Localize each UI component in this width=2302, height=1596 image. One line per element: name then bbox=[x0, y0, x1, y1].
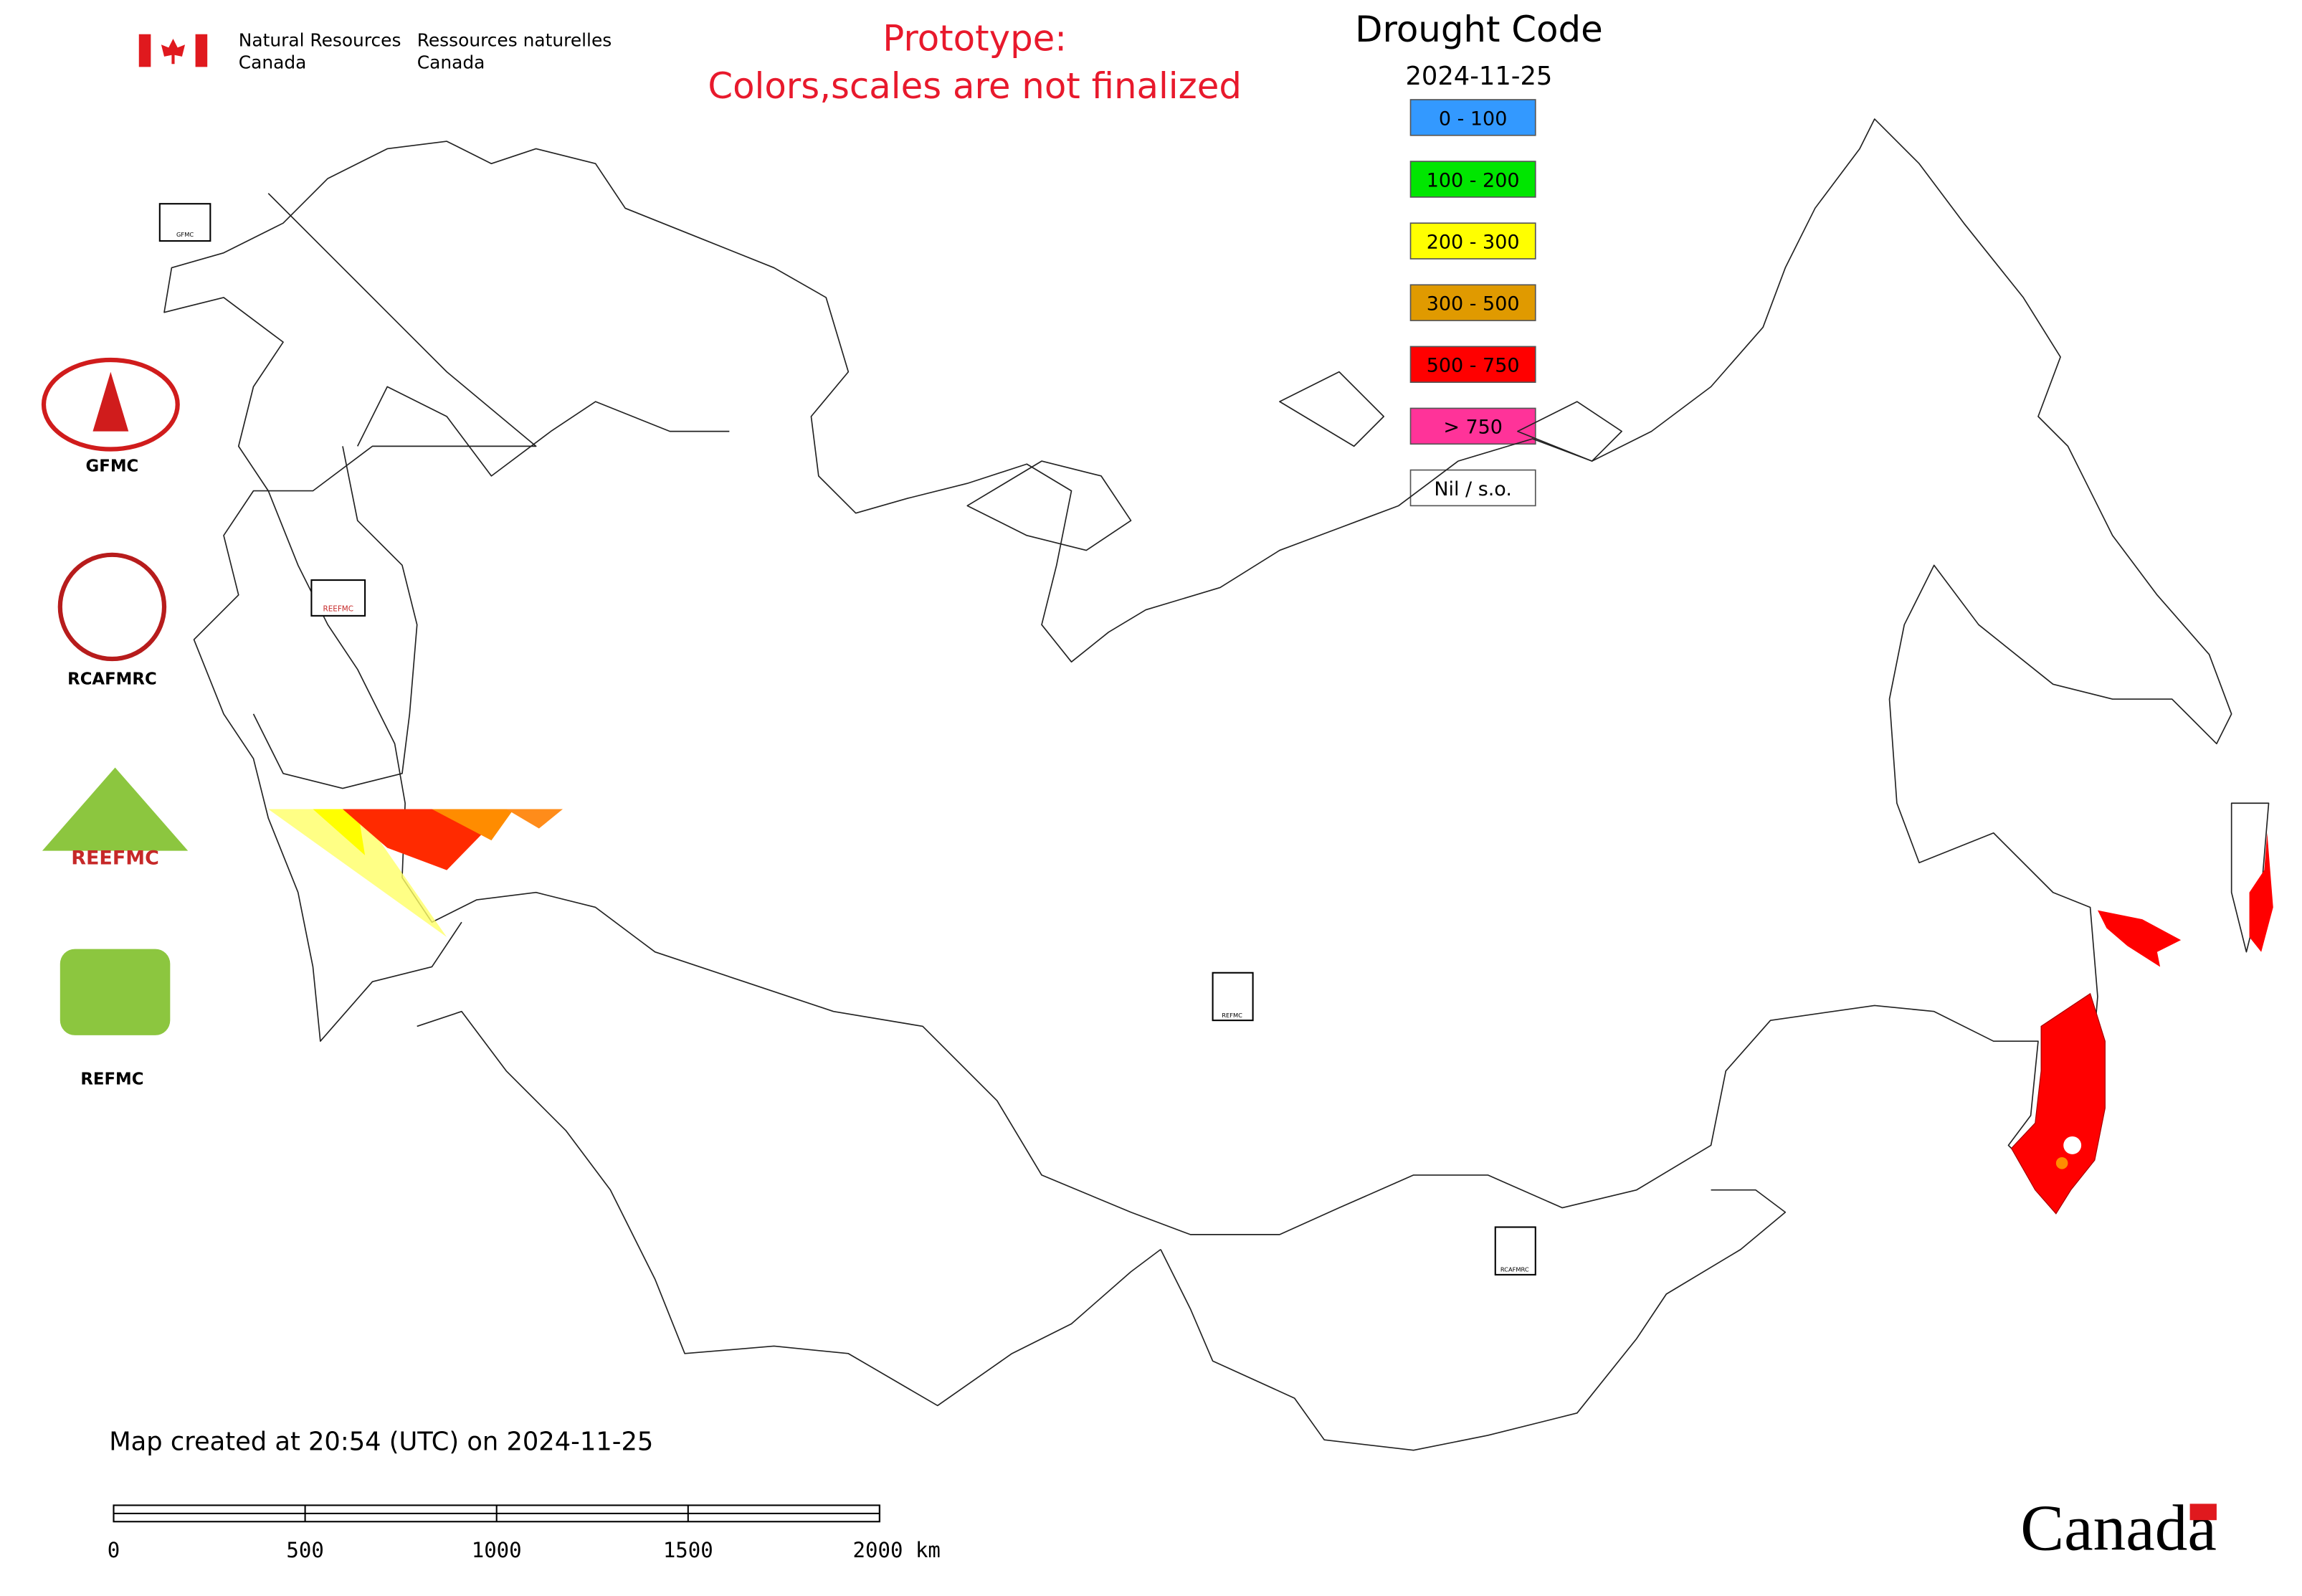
logo-label: REEFMC bbox=[71, 847, 159, 869]
dept-fr: Canada bbox=[417, 52, 485, 72]
map-marker-label: REFMC bbox=[1222, 1012, 1242, 1019]
logo-flame bbox=[92, 371, 129, 432]
legend-swatch bbox=[1409, 284, 1536, 321]
drought-area bbox=[2010, 992, 2106, 1215]
legend-swatch bbox=[1409, 346, 1536, 383]
legend-swatch bbox=[1409, 222, 1536, 260]
prototype-note: Prototype: bbox=[883, 18, 1067, 60]
island-outline bbox=[966, 371, 2270, 953]
prototype-note: Colors,scales are not finalized bbox=[708, 65, 1242, 107]
legend-label: 200 - 300 bbox=[1427, 231, 1520, 253]
logo-refmc bbox=[60, 949, 171, 1035]
legend-title: Drought Code bbox=[1355, 9, 1603, 50]
legend-label: 300 - 500 bbox=[1427, 293, 1520, 315]
created-note: Map created at 20:54 (UTC) on 2024-11-25 bbox=[109, 1428, 653, 1457]
flag-bar bbox=[195, 34, 208, 67]
scale-bar: 0 500 1000 1500 2000 km bbox=[108, 1504, 941, 1562]
dept-en: Natural Resources bbox=[239, 29, 401, 50]
legend-swatch bbox=[1409, 407, 1536, 445]
logo-rcafmrc bbox=[57, 552, 167, 662]
scale-label: 1500 bbox=[663, 1538, 713, 1562]
legend-label: 0 - 100 bbox=[1439, 108, 1507, 130]
legend-swatch bbox=[1409, 469, 1536, 507]
logo-label: REFMC bbox=[80, 1070, 143, 1088]
logos: GFMC RCAFMRC REEFMC REFMC GFMC REEFMC RE… bbox=[41, 203, 1536, 1276]
scale-label: 0 bbox=[108, 1538, 120, 1562]
country-outline bbox=[1160, 1189, 1787, 1451]
map-marker bbox=[1494, 1226, 1536, 1276]
logo-gfmc bbox=[41, 357, 180, 452]
drought-area bbox=[2055, 1157, 2068, 1169]
country-outline bbox=[417, 1010, 1161, 1407]
drought-area bbox=[506, 809, 563, 829]
scale-label: 2000 km bbox=[853, 1538, 941, 1562]
dept-en: Canada bbox=[239, 52, 307, 72]
legend-label: 100 - 200 bbox=[1427, 169, 1520, 191]
map-marker-label: RCAFMRC bbox=[1500, 1266, 1529, 1273]
map-marker bbox=[158, 203, 211, 242]
logo-label: RCAFMRC bbox=[67, 670, 157, 688]
scale-label: 1000 bbox=[472, 1538, 522, 1562]
legend-label: > 750 bbox=[1443, 417, 1503, 439]
dept-fr: Ressources naturelles bbox=[417, 29, 612, 50]
logo-reefmc bbox=[42, 767, 189, 851]
wordmark-flag bbox=[2189, 1504, 2217, 1521]
map-marker-label: GFMC bbox=[176, 231, 194, 238]
drought-area bbox=[268, 809, 447, 937]
country-outline bbox=[252, 386, 730, 789]
drought-nil bbox=[2063, 1136, 2082, 1154]
legend-swatch bbox=[1409, 99, 1536, 136]
map-marker bbox=[310, 579, 366, 617]
drought-area bbox=[2249, 832, 2273, 952]
logo-label: GFMC bbox=[86, 457, 139, 476]
flag-bar bbox=[138, 34, 151, 67]
legend-label: Nil / s.o. bbox=[1434, 478, 1512, 500]
map bbox=[163, 118, 2273, 1451]
drought-area bbox=[2097, 910, 2182, 967]
legend-swatch bbox=[1409, 161, 1536, 198]
gov-header: Natural Resources Canada Ressources natu… bbox=[138, 29, 612, 72]
canada-wordmark: Canada bbox=[2020, 1492, 2217, 1564]
map-marker-label: REEFMC bbox=[323, 605, 353, 614]
legend: 0 - 100 100 - 200 200 - 300 300 - 500 500 - … bbox=[1409, 99, 1536, 507]
country-outline bbox=[193, 193, 537, 1042]
legend-date: 2024-11-25 bbox=[1406, 62, 1553, 91]
map-marker bbox=[1212, 972, 1254, 1022]
maple-leaf bbox=[161, 38, 186, 65]
country-outline bbox=[163, 118, 2232, 1235]
scale-label: 500 bbox=[286, 1538, 323, 1562]
drought-area bbox=[432, 809, 514, 841]
legend-label: 500 - 750 bbox=[1427, 355, 1520, 377]
